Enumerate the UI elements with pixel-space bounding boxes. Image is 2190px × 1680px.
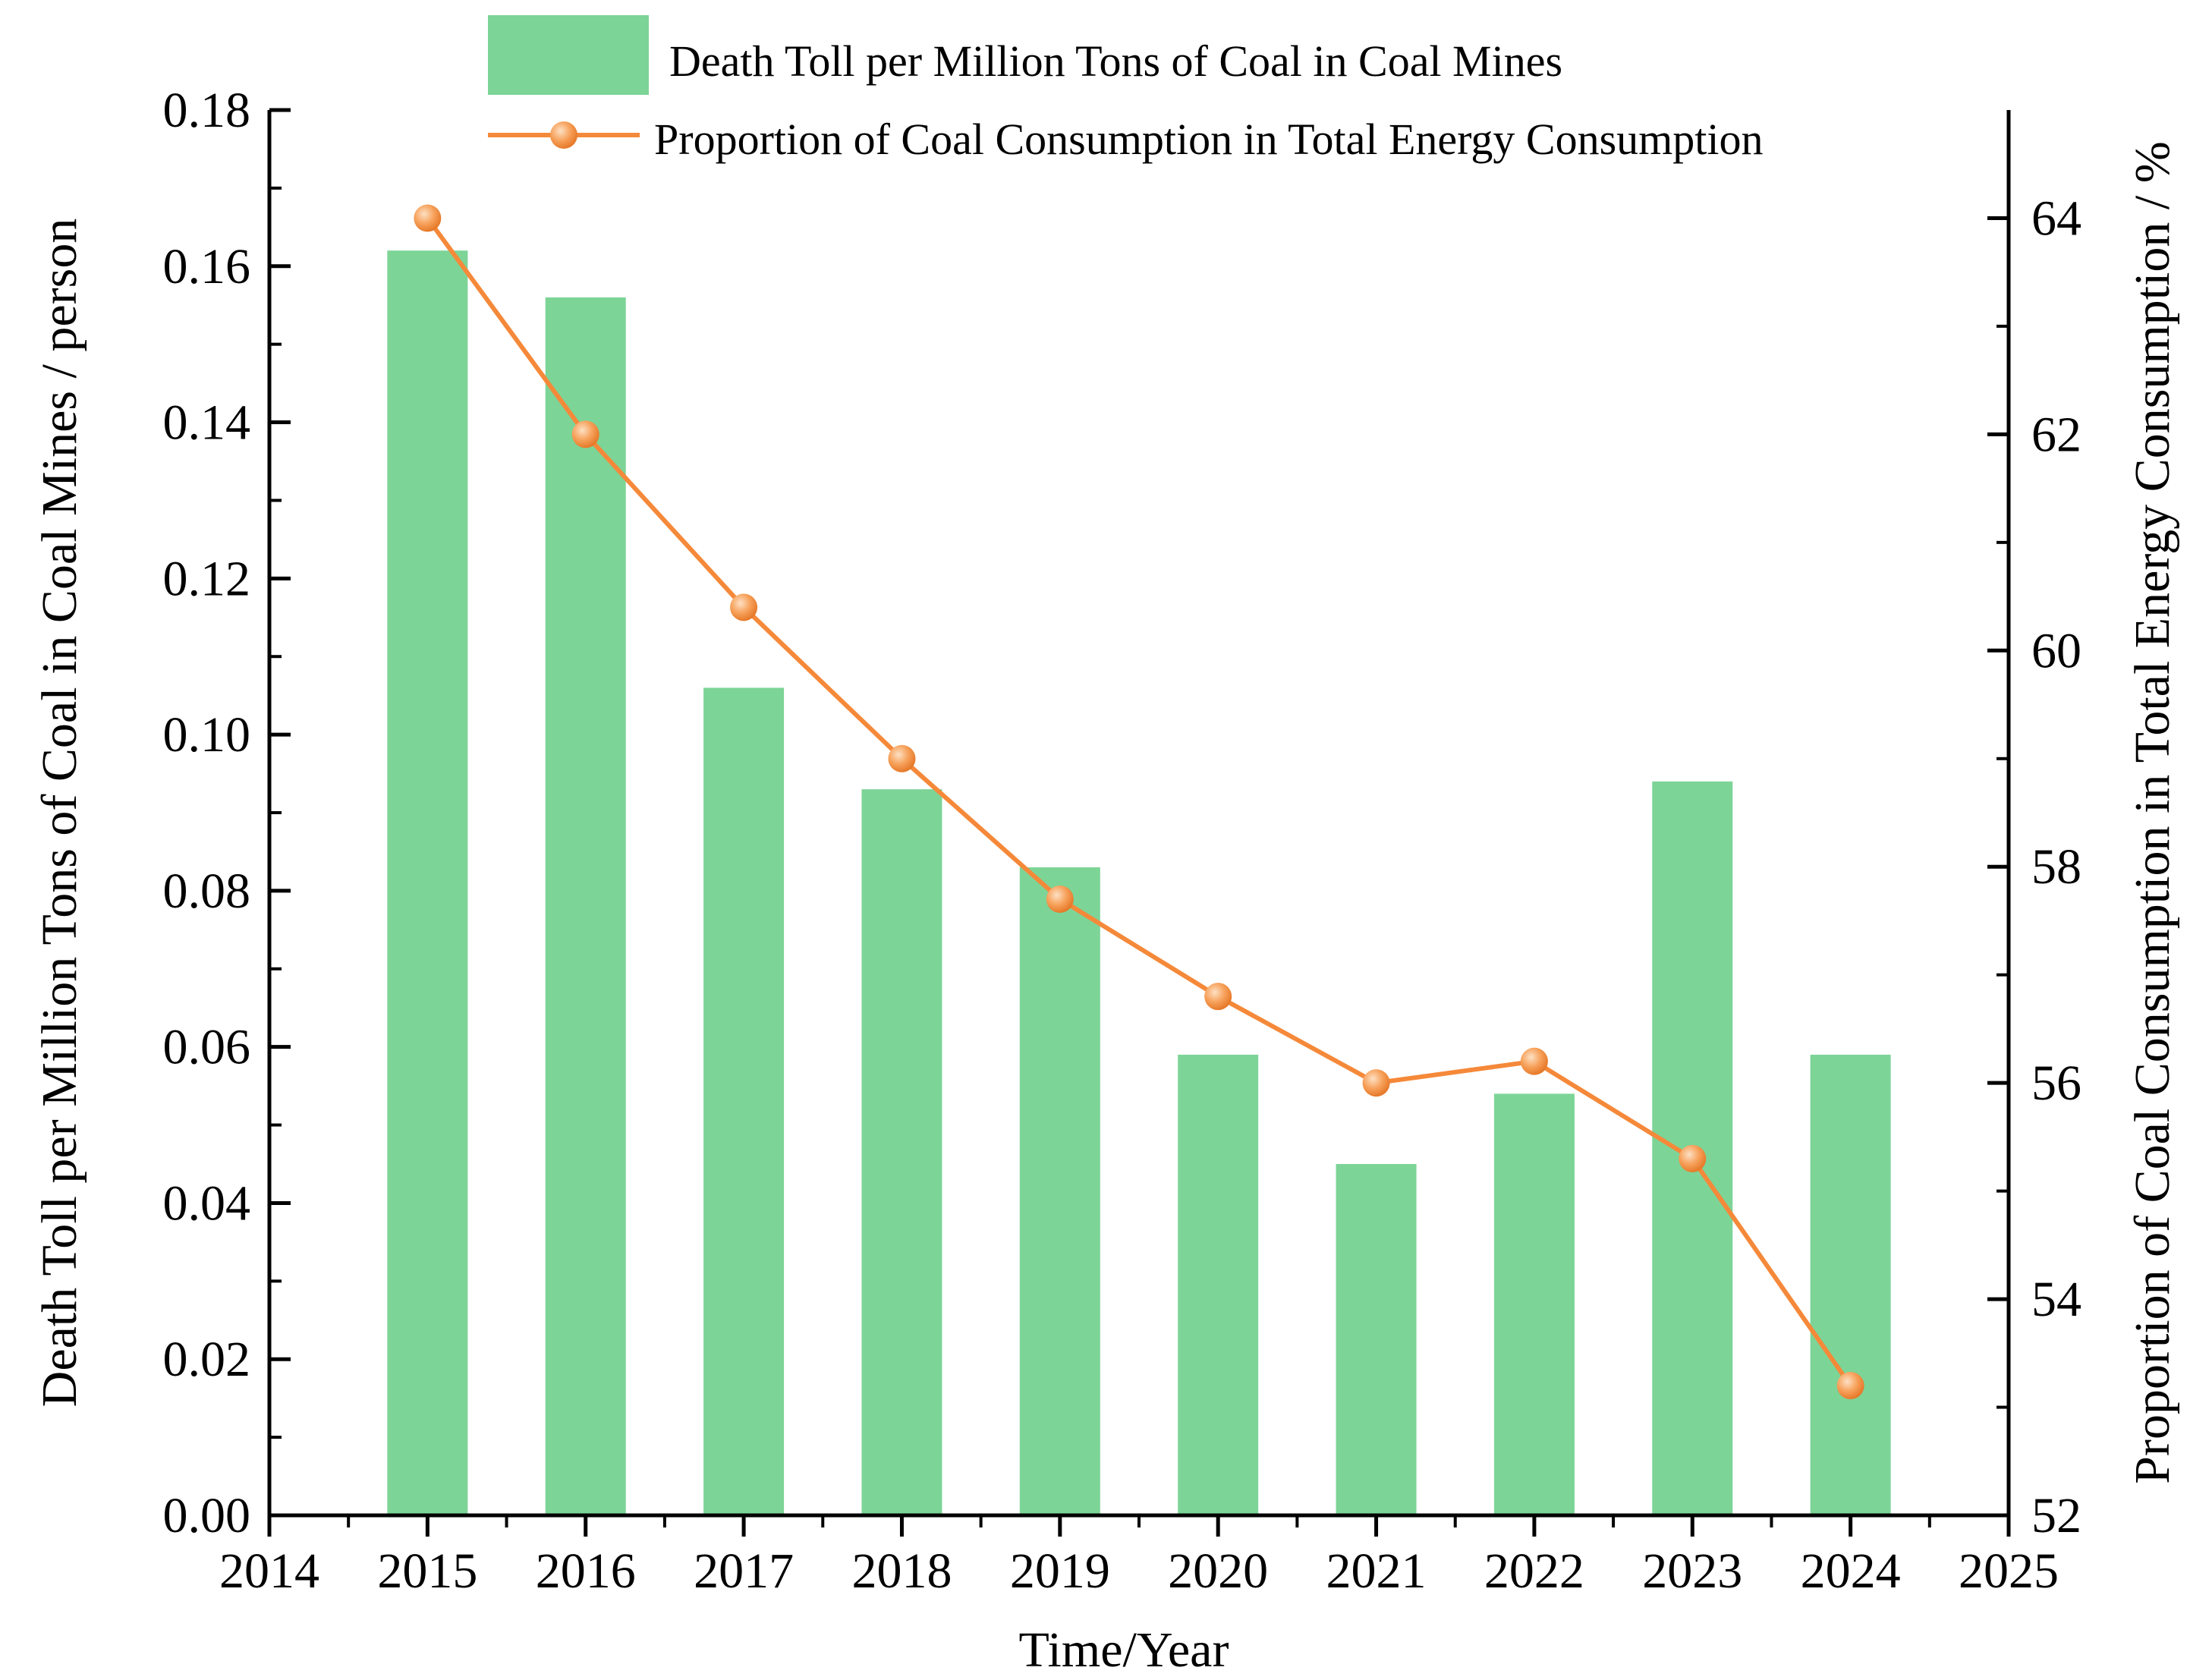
x-tick-label: 2021	[1326, 1543, 1427, 1599]
bar-2015	[387, 250, 468, 1516]
y-right-tick-label: 58	[2031, 839, 2081, 895]
left-axis-title: Death Toll per Million Tons of Coal in C…	[32, 219, 87, 1408]
line-point-2024	[1836, 1372, 1864, 1400]
axes	[267, 110, 2011, 1518]
line-point-2016	[571, 420, 599, 448]
line-point-2019	[1046, 885, 1074, 913]
line-path	[425, 216, 1853, 1387]
bar-2021	[1336, 1164, 1417, 1515]
x-tick-label: 2019	[1010, 1543, 1110, 1599]
y-left-tick-label: 0.06	[163, 1020, 251, 1075]
x-tick-label: 2016	[536, 1543, 636, 1599]
y-left-tick-label: 0.12	[163, 551, 251, 606]
x-tick-label: 2023	[1642, 1543, 1742, 1599]
y-left-tick-label: 0.00	[163, 1488, 251, 1543]
legend-bar-swatch	[488, 15, 649, 95]
y-left-tick-label: 0.10	[163, 707, 251, 763]
legend-line-label: Proportion of Coal Consumption in Total …	[654, 115, 1764, 164]
bar-2019	[1019, 867, 1100, 1515]
x-axis-title: Time/Year	[1019, 1622, 1229, 1678]
line-point-2023	[1679, 1144, 1707, 1172]
line-point-2017	[730, 593, 758, 621]
x-tick-label: 2017	[694, 1543, 794, 1599]
y-right-tick-label: 54	[2031, 1272, 2081, 1327]
x-tick-label: 2014	[219, 1543, 319, 1599]
right-axis-title: Proportion of Coal Consumption in Total …	[2125, 141, 2180, 1483]
line-point-2020	[1204, 983, 1232, 1011]
line-point-2018	[888, 744, 916, 772]
y-left-tick-label: 0.18	[163, 83, 251, 138]
legend-line-marker	[550, 121, 577, 149]
y-right-tick-label: 52	[2031, 1488, 2081, 1543]
x-tick-label: 2025	[1959, 1543, 2059, 1599]
y-right-tick-label: 64	[2031, 190, 2081, 246]
y-left-tick-label: 0.14	[163, 395, 251, 451]
line-point-2021	[1362, 1069, 1390, 1097]
bar-2017	[703, 687, 785, 1515]
y-right-tick-label: 60	[2031, 623, 2081, 678]
bar-2022	[1493, 1093, 1575, 1515]
line-series	[414, 204, 1864, 1400]
bar-2024	[1810, 1054, 1891, 1515]
y-left-tick-label: 0.02	[163, 1332, 251, 1387]
y-right-tick-label: 56	[2031, 1056, 2081, 1111]
x-tick-label: 2020	[1168, 1543, 1268, 1599]
line-point-2022	[1520, 1047, 1548, 1075]
legend: Death Toll per Million Tons of Coal in C…	[488, 15, 1764, 164]
tick-labels: 2014 2015 2016 2017 2018 2019 2020 2021 2022 2023…	[163, 83, 2082, 1599]
legend-bar-label: Death Toll per Million Tons of Coal in C…	[669, 36, 1562, 86]
x-tick-label: 2018	[851, 1543, 952, 1599]
x-tick-label: 2022	[1484, 1543, 1584, 1599]
x-tick-label: 2015	[377, 1543, 477, 1599]
y-left-tick-label: 0.04	[163, 1175, 251, 1231]
y-right-tick-label: 62	[2031, 407, 2081, 462]
bar-2018	[861, 789, 942, 1515]
line-point-2015	[414, 204, 442, 232]
y-left-tick-label: 0.08	[163, 864, 251, 919]
x-tick-label: 2024	[1801, 1543, 1901, 1599]
bar-2020	[1178, 1054, 1259, 1515]
bar-series	[387, 250, 1891, 1516]
ticks	[267, 108, 2011, 1537]
bar-2016	[545, 297, 626, 1515]
y-left-tick-label: 0.16	[163, 239, 251, 294]
